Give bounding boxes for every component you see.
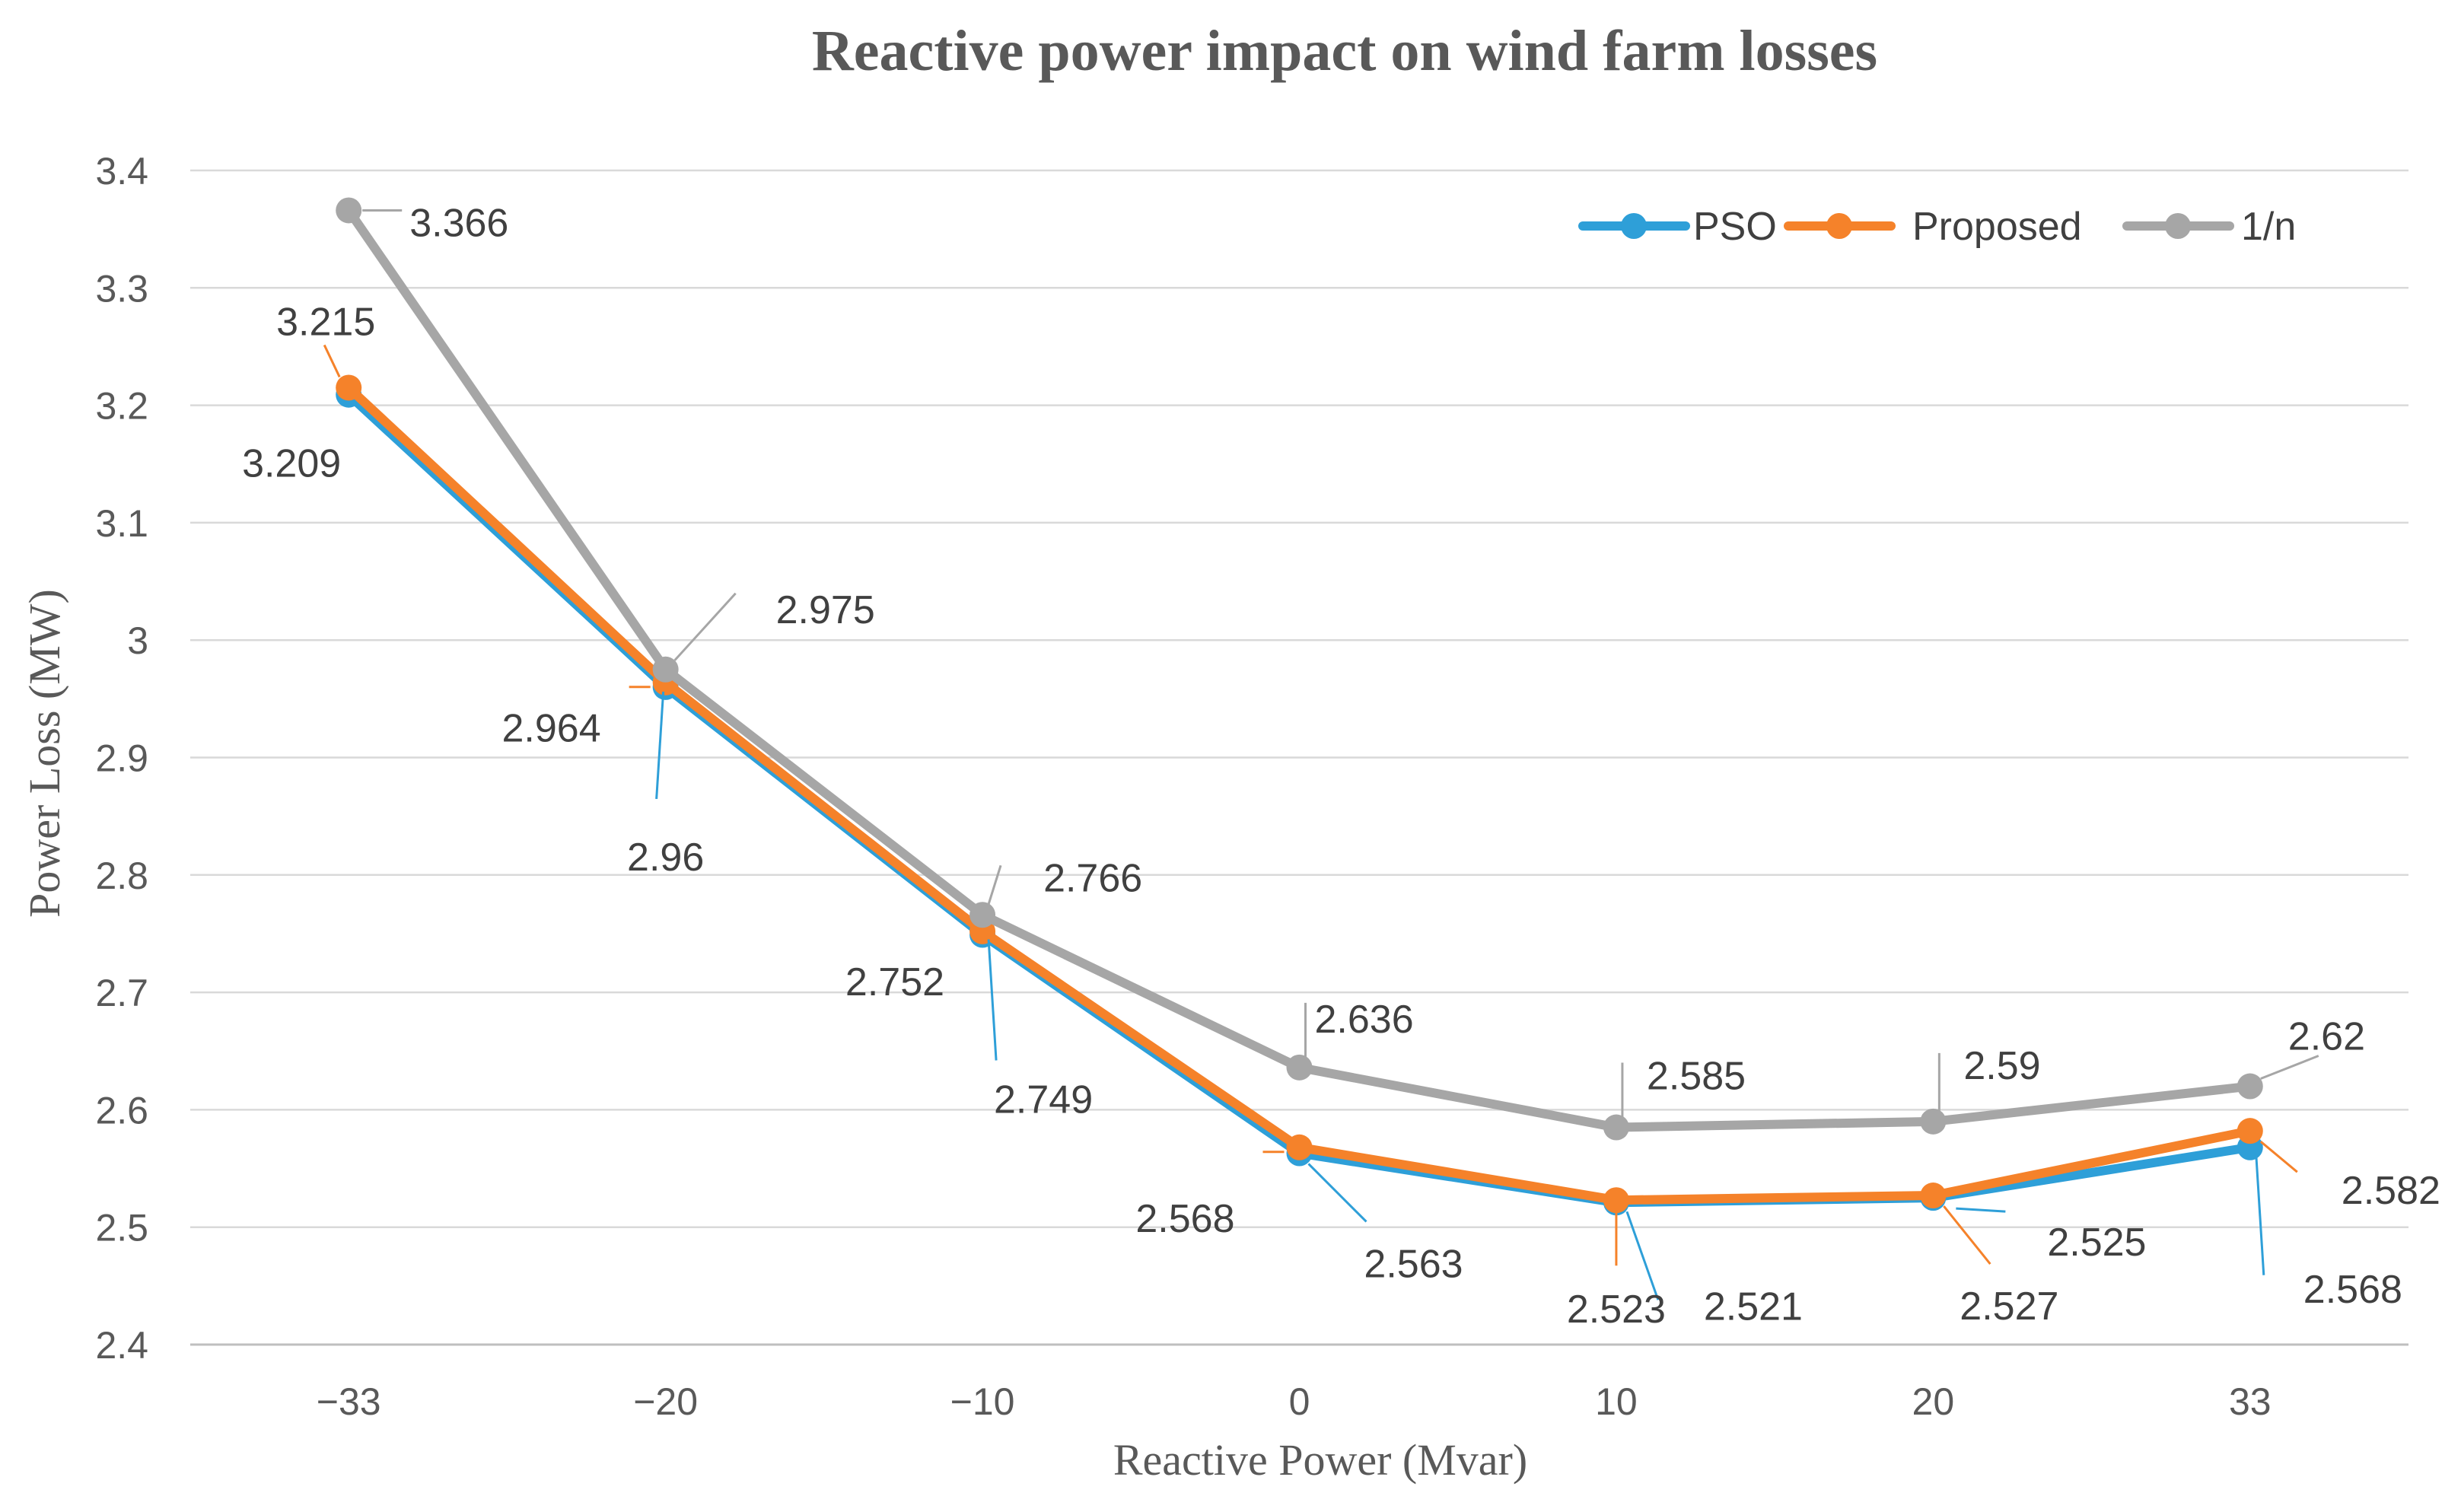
x-tick-label: −20: [633, 1380, 698, 1423]
leader-line: [1625, 1211, 1660, 1300]
x-tick-label: 0: [1289, 1380, 1310, 1423]
data-label: 2.585: [1647, 1055, 1746, 1099]
data-point: [1603, 1187, 1629, 1214]
y-tick-label: 2.6: [95, 1089, 148, 1132]
leader-line: [2260, 1055, 2319, 1080]
data-point: [1920, 1108, 1947, 1135]
y-tick-label: 2.8: [95, 855, 148, 897]
data-label: 2.975: [776, 588, 875, 632]
data-label: 2.636: [1315, 998, 1414, 1042]
data-label: 2.59: [1963, 1044, 2040, 1088]
x-axis-label: Reactive Power (Mvar): [1113, 1435, 1527, 1485]
y-tick-label: 3: [127, 619, 148, 662]
data-label: 2.521: [1704, 1284, 1803, 1329]
data-point: [1920, 1183, 1947, 1209]
y-tick-label: 3.4: [95, 150, 148, 193]
leader-line: [1956, 1207, 2006, 1213]
data-point: [652, 656, 679, 683]
leader-line: [987, 939, 998, 1061]
leader-line: [1943, 1205, 1991, 1265]
chart-title: Reactive power impact on wind farm losse…: [812, 19, 1877, 83]
y-tick-label: 2.7: [95, 972, 148, 1014]
leader-line: [1307, 1163, 1367, 1223]
legend-marker: [1826, 213, 1852, 239]
x-tick-label: 10: [1595, 1380, 1638, 1423]
y-tick-label: 2.4: [95, 1324, 148, 1367]
data-point: [336, 197, 362, 224]
legend-label: Proposed: [1912, 205, 2082, 249]
data-point: [336, 374, 362, 401]
data-label: 3.215: [276, 300, 375, 344]
data-label: 3.209: [242, 442, 341, 486]
data-label: 2.752: [845, 960, 944, 1004]
legend-marker: [2165, 213, 2191, 239]
data-point: [2237, 1073, 2263, 1100]
data-point: [1286, 1054, 1313, 1081]
legend-label: 1/n: [2241, 205, 2296, 249]
legend: PSO Proposed 1/n: [1578, 205, 2296, 249]
data-point: [1286, 1134, 1313, 1160]
data-label: 2.62: [2288, 1015, 2365, 1059]
data-label: 2.563: [1364, 1242, 1463, 1286]
y-tick-label: 3.1: [95, 502, 148, 545]
legend-label: PSO: [1693, 205, 1777, 249]
data-point: [969, 902, 996, 928]
data-point: [2237, 1118, 2263, 1144]
x-tick-label: 33: [2229, 1380, 2272, 1423]
y-tick-label: 3.2: [95, 385, 148, 428]
leader-line: [987, 864, 1002, 905]
leader-line: [655, 691, 665, 800]
y-tick-label: 2.9: [95, 737, 148, 780]
legend-marker: [1621, 213, 1647, 239]
leader-line: [2259, 1141, 2298, 1173]
data-label: 2.568: [2303, 1268, 2402, 1312]
y-tick-label: 3.3: [95, 267, 148, 310]
data-label: 2.96: [627, 836, 704, 880]
x-tick-label: 20: [1912, 1380, 1955, 1423]
y-tick-label: 2.5: [95, 1207, 148, 1249]
data-label: 2.527: [1960, 1284, 2058, 1329]
data-label: 3.366: [409, 201, 508, 245]
x-tick-label: −10: [950, 1380, 1015, 1423]
data-label: 2.766: [1043, 856, 1142, 900]
leader-line: [323, 344, 341, 378]
data-label: 2.964: [502, 707, 601, 751]
data-label: 2.749: [994, 1077, 1093, 1122]
data-point: [1603, 1114, 1629, 1141]
data-label: 2.568: [1135, 1197, 1234, 1241]
data-label: 2.523: [1567, 1288, 1666, 1332]
leader-line: [2255, 1154, 2265, 1275]
leader-line: [673, 592, 737, 661]
x-tick-label: −33: [317, 1380, 381, 1423]
data-label: 2.525: [2047, 1221, 2146, 1265]
data-label: 2.582: [2342, 1169, 2440, 1213]
y-axis-label: Power Loss (MW): [20, 589, 69, 918]
